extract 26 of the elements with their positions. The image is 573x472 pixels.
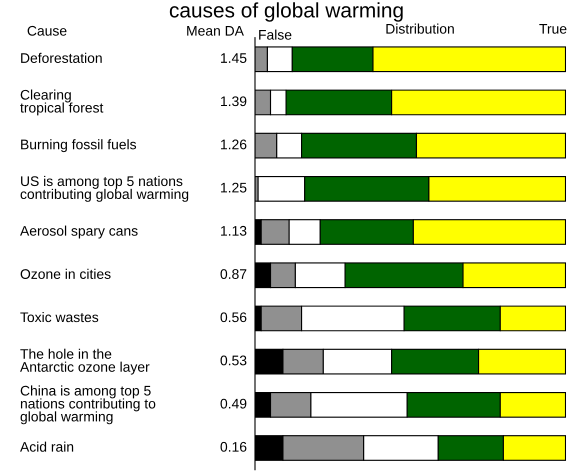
text: 1.45 (221, 53, 246, 63)
text: 0.87 (220, 269, 246, 279)
text: 1.13 (221, 226, 246, 236)
text: 1.39 (221, 96, 246, 106)
text: 0.56 (220, 312, 246, 322)
text: 1.26 (221, 140, 246, 150)
text: True (539, 24, 566, 34)
text: Distribution (386, 24, 454, 34)
y-tick-label: Clearing tropical forest (20, 89, 104, 116)
annotation: False (259, 30, 292, 40)
text: 0.53 (220, 356, 246, 366)
text: 1.25 (221, 182, 246, 193)
y-tick-label: Toxic wastes (20, 312, 98, 322)
y-tick-label: China is among top 5 nations contributing to global warming (20, 385, 156, 424)
text: 0.49 (220, 398, 246, 409)
y-tick-label: Acid rain (20, 442, 74, 452)
chart-title: causes of global warming (170, 2, 403, 22)
y-tick-label: Aerosol spary cans (20, 226, 138, 239)
text: 0.16 (220, 442, 246, 452)
text: Mean DA (187, 26, 244, 36)
text: Cause (28, 26, 66, 36)
y-tick-label: Burning fossil fuels (21, 139, 136, 152)
y-tick-label: The hole in the Antarctic ozone layer (20, 348, 150, 375)
y-tick-label: Ozone in cities (20, 268, 111, 279)
y-tick-label: US is among top 5 nations contributing global warming (20, 176, 188, 202)
y-tick-label: Deforestation (21, 52, 102, 63)
